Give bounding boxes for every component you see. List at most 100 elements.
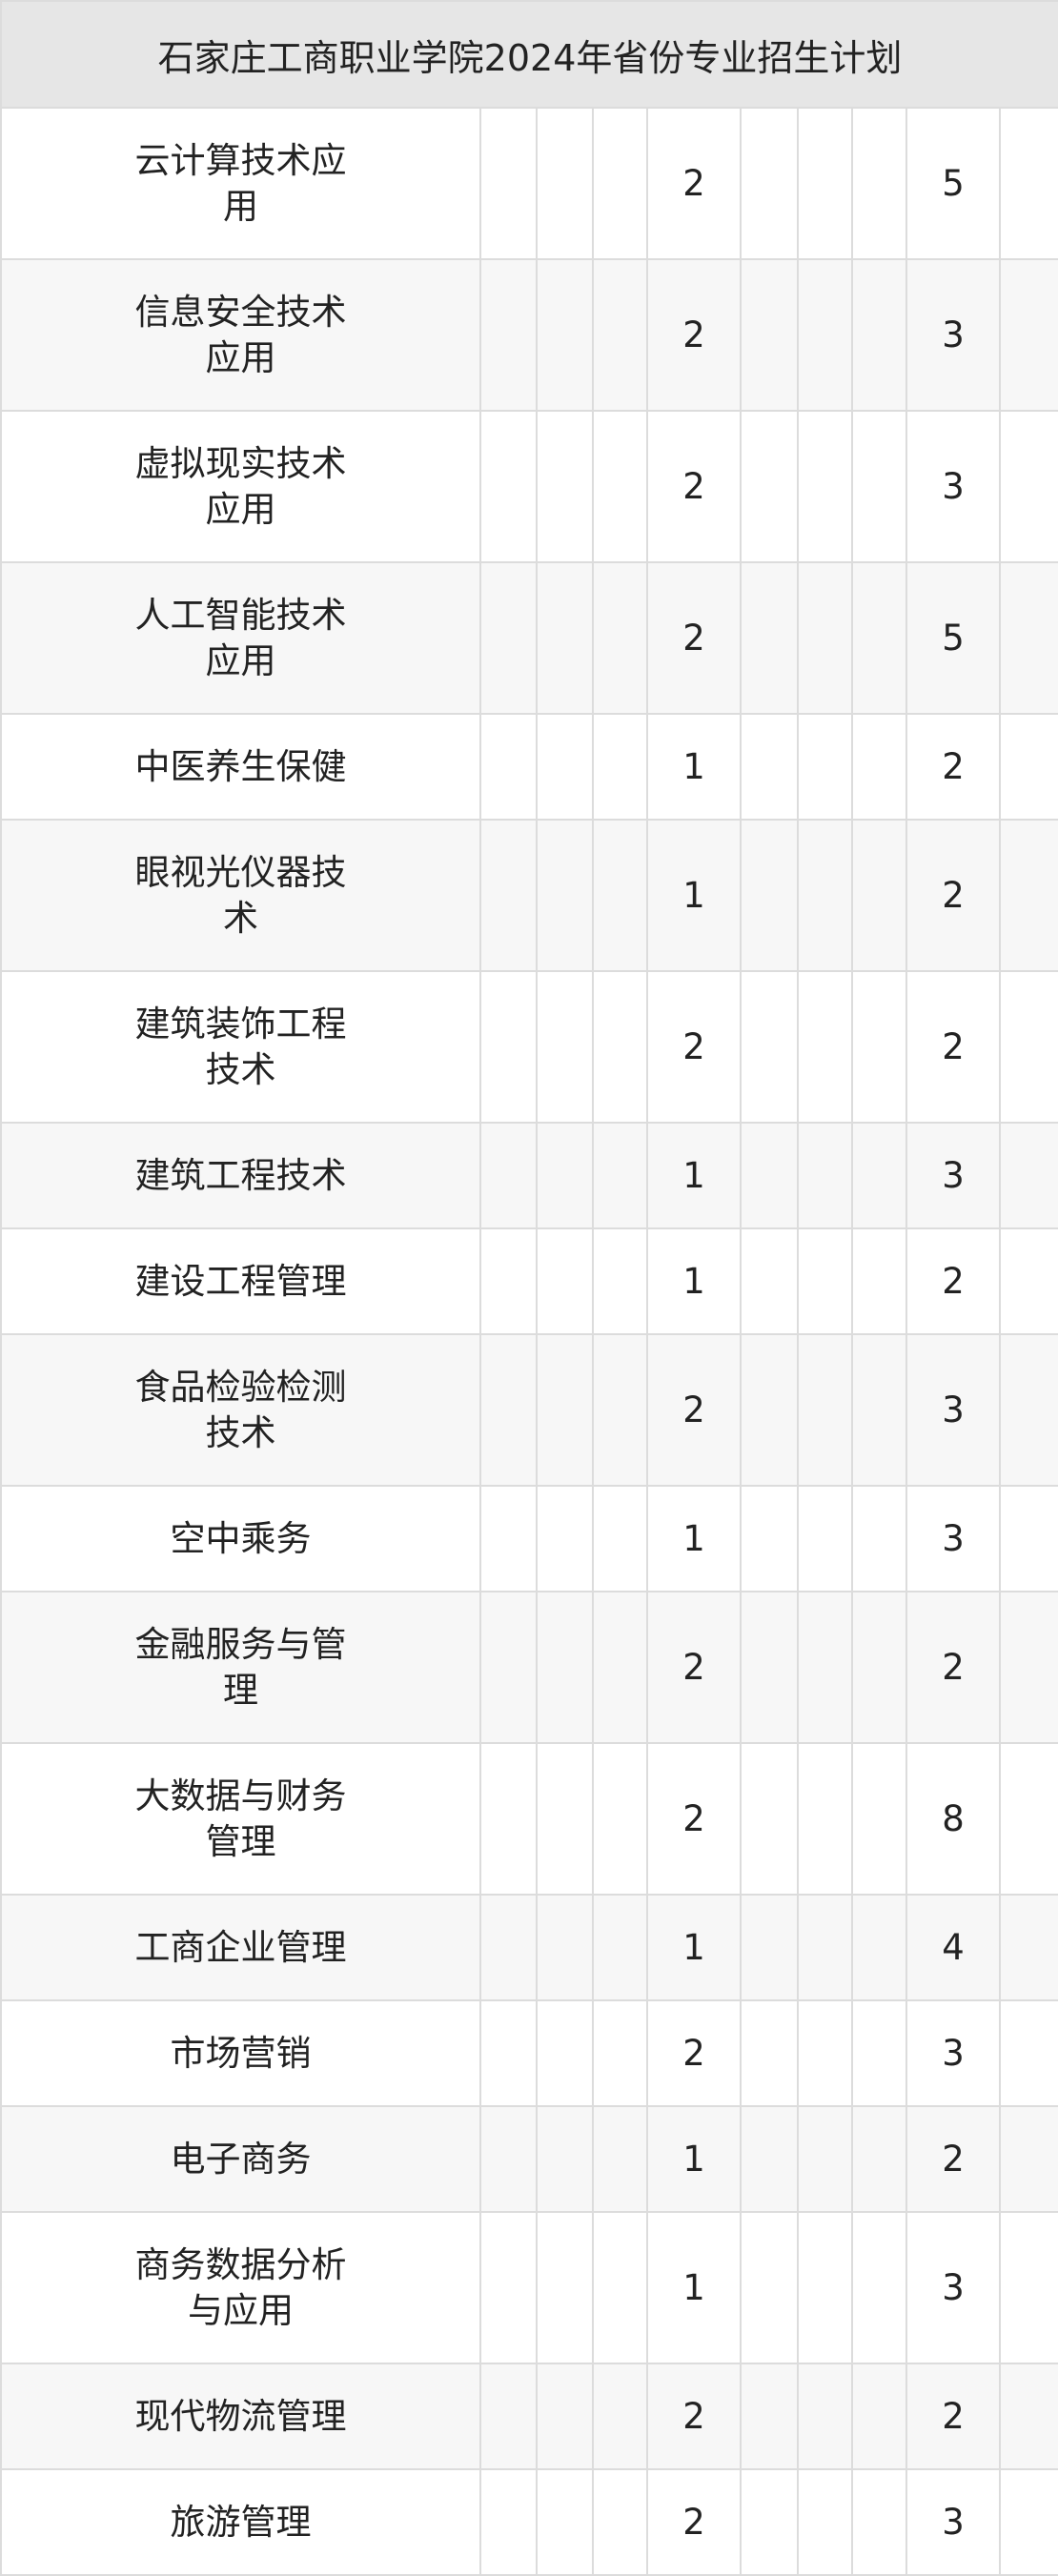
major-name-line: 技术	[205, 1411, 276, 1453]
major-name-line: 旅游管理	[170, 2501, 312, 2543]
major-name-cell: 建筑工程技术	[0, 1122, 481, 1229]
empty-cell	[851, 410, 907, 563]
empty-cell	[740, 107, 799, 260]
empty-cell	[536, 970, 594, 1124]
major-name-cell: 工商企业管理	[0, 1894, 481, 2001]
empty-cell	[998, 410, 1058, 563]
table-row: 现代物流管理 2 2	[0, 2363, 1058, 2470]
value-cell-b: 3	[905, 1485, 1001, 1592]
empty-cell	[479, 1591, 538, 1744]
empty-cell	[851, 970, 907, 1124]
empty-cell	[479, 410, 538, 563]
empty-cell	[536, 1742, 594, 1896]
major-name-line: 眼视光仪器技	[134, 851, 347, 893]
empty-cell	[797, 1894, 853, 2001]
value-cell-a: 2	[646, 2363, 742, 2470]
empty-cell	[740, 410, 799, 563]
empty-cell	[851, 107, 907, 260]
value-cell-a: 2	[646, 1591, 742, 1744]
value-cell-b: 3	[905, 1122, 1001, 1229]
empty-cell	[536, 2363, 594, 2470]
major-name-line: 术	[223, 897, 258, 939]
empty-cell	[998, 1122, 1058, 1229]
value-cell-a: 2	[646, 561, 742, 715]
table-row: 建筑装饰工程 技术 2 2	[0, 970, 1058, 1124]
table-row: 金融服务与管理 2 2	[0, 1591, 1058, 1744]
empty-cell	[592, 1122, 648, 1229]
major-name-cell: 旅游管理	[0, 2468, 481, 2576]
empty-cell	[479, 1485, 538, 1592]
value-cell-a: 1	[646, 1485, 742, 1592]
major-name-cell: 虚拟现实技术 应用	[0, 410, 481, 563]
empty-cell	[536, 713, 594, 821]
empty-cell	[797, 819, 853, 972]
empty-cell	[536, 561, 594, 715]
value-cell-b: 8	[905, 1742, 1001, 1896]
major-name-line: 与应用	[188, 2289, 294, 2331]
table-row: 空中乘务 1 3	[0, 1485, 1058, 1592]
major-name-cell: 眼视光仪器技术	[0, 819, 481, 972]
empty-cell	[797, 1122, 853, 1229]
empty-cell	[740, 2211, 799, 2364]
major-name-line: 理	[223, 1669, 258, 1711]
value-cell-a: 1	[646, 1227, 742, 1335]
value-cell-b: 2	[905, 819, 1001, 972]
empty-cell	[797, 107, 853, 260]
value-cell-a: 2	[646, 107, 742, 260]
major-name-cell: 食品检验检测 技术	[0, 1333, 481, 1487]
empty-cell	[740, 1333, 799, 1487]
major-name-line: 应用	[205, 639, 276, 681]
value-cell-b: 2	[905, 2363, 1001, 2470]
empty-cell	[998, 1333, 1058, 1487]
major-name-cell: 人工智能技术 应用	[0, 561, 481, 715]
value-cell-b: 2	[905, 1591, 1001, 1744]
empty-cell	[797, 970, 853, 1124]
empty-cell	[740, 970, 799, 1124]
empty-cell	[479, 2363, 538, 2470]
empty-cell	[479, 1894, 538, 2001]
major-name-line: 食品检验检测	[134, 1366, 347, 1408]
value-cell-a: 1	[646, 1122, 742, 1229]
major-name-line: 云计算技术应	[134, 139, 347, 181]
empty-cell	[797, 2211, 853, 2364]
empty-cell	[998, 1999, 1058, 2107]
empty-cell	[740, 1999, 799, 2107]
major-name-cell: 现代物流管理	[0, 2363, 481, 2470]
empty-cell	[592, 1742, 648, 1896]
empty-cell	[851, 2105, 907, 2213]
major-name-line: 工商企业管理	[134, 1926, 347, 1968]
value-cell-a: 1	[646, 2105, 742, 2213]
empty-cell	[536, 107, 594, 260]
major-name-cell: 空中乘务	[0, 1485, 481, 1592]
major-name-line: 商务数据分析	[134, 2243, 347, 2285]
empty-cell	[592, 819, 648, 972]
major-name-line: 应用	[205, 336, 276, 378]
empty-cell	[740, 1894, 799, 2001]
empty-cell	[479, 713, 538, 821]
major-name-line: 应用	[205, 488, 276, 530]
table-row: 工商企业管理 1 4	[0, 1894, 1058, 2001]
major-name-cell: 信息安全技术 应用	[0, 258, 481, 412]
empty-cell	[536, 1591, 594, 1744]
value-cell-b: 4	[905, 1894, 1001, 2001]
major-name-line: 电子商务	[170, 2138, 312, 2180]
empty-cell	[592, 258, 648, 412]
major-name-cell: 建设工程管理	[0, 1227, 481, 1335]
value-cell-b: 5	[905, 561, 1001, 715]
value-cell-b: 3	[905, 410, 1001, 563]
major-name-line: 管理	[205, 1820, 276, 1862]
empty-cell	[536, 1333, 594, 1487]
empty-cell	[536, 2468, 594, 2576]
empty-cell	[851, 2468, 907, 2576]
empty-cell	[998, 970, 1058, 1124]
empty-cell	[479, 2211, 538, 2364]
empty-cell	[998, 1227, 1058, 1335]
major-name-line: 建设工程管理	[134, 1260, 347, 1302]
value-cell-b: 2	[905, 970, 1001, 1124]
empty-cell	[740, 713, 799, 821]
empty-cell	[851, 1227, 907, 1335]
empty-cell	[797, 1485, 853, 1592]
value-cell-a: 2	[646, 1999, 742, 2107]
major-name-cell: 金融服务与管理	[0, 1591, 481, 1744]
